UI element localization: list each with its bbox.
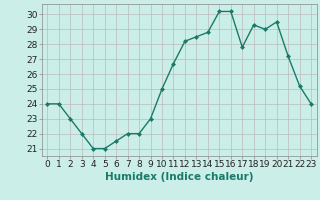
X-axis label: Humidex (Indice chaleur): Humidex (Indice chaleur) <box>105 172 253 182</box>
